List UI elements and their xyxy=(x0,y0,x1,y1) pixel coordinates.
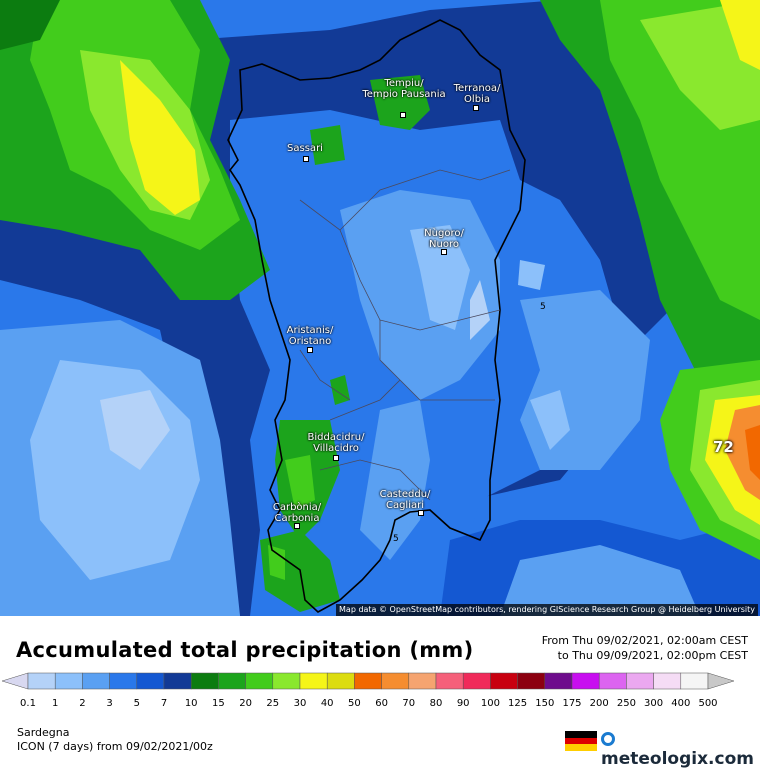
city-marker xyxy=(303,156,309,162)
german-flag-icon xyxy=(565,731,597,751)
colorbar-swatch xyxy=(435,672,464,690)
colorbar-swatch xyxy=(326,672,355,690)
colorbar-tick-label: 0.1 xyxy=(20,698,36,709)
brand-logo[interactable]: meteologix.com xyxy=(601,729,760,769)
city-label-sassari: Sassari xyxy=(287,143,323,154)
city-label-tempio: Tempiu/Tempio Pausania xyxy=(362,78,446,100)
colorbar-swatch xyxy=(571,672,600,690)
colorbar-tick-label: 150 xyxy=(535,698,555,709)
city-marker xyxy=(333,455,339,461)
city-marker xyxy=(400,112,406,118)
max-value-label: 72 xyxy=(713,438,734,456)
colorbar-swatch xyxy=(109,672,138,690)
colorbar-tick-label: 40 xyxy=(320,698,334,709)
colorbar-tick-label: 300 xyxy=(644,698,664,709)
colorbar-tick-label: 250 xyxy=(616,698,636,709)
precipitation-field xyxy=(0,0,760,616)
colorbar-swatch xyxy=(408,672,437,690)
map-attribution: Map data © OpenStreetMap contributors, r… xyxy=(336,604,758,616)
colorbar-swatch xyxy=(381,672,410,690)
colorbar-swatch xyxy=(272,672,301,690)
colorbar-swatch xyxy=(299,672,328,690)
colorbar-swatch xyxy=(490,672,518,690)
colorbar-tick-label: 200 xyxy=(589,698,609,709)
colorbar-swatch xyxy=(544,672,573,690)
city-label-cagliari: Casteddu/Cagliari xyxy=(379,489,431,511)
legend-panel: Accumulated total precipitation (mm) Fro… xyxy=(0,616,760,769)
city-label-olbia: Terranoa/Olbia xyxy=(453,83,501,105)
colorbar-tick-label: 175 xyxy=(562,698,582,709)
colorbar-tick-label: 25 xyxy=(266,698,280,709)
colorbar-swatch xyxy=(190,672,219,690)
colorbar-tick-label: 10 xyxy=(184,698,198,709)
precipitation-map: Tempiu/Tempio Pausania Terranoa/Olbia Sa… xyxy=(0,0,760,616)
colorbar-arrow-right xyxy=(707,672,735,690)
colorbar-tick-label: 125 xyxy=(508,698,528,709)
period-from: From Thu 09/02/2021, 02:00am CEST xyxy=(541,634,748,647)
colorbar-tick-label: 15 xyxy=(212,698,225,709)
colorbar-tick-label: 3 xyxy=(106,698,113,709)
colorbar-swatch xyxy=(245,672,274,690)
city-label-oristano: Aristanis/Oristano xyxy=(286,325,334,347)
colorbar-tick-label: 100 xyxy=(480,698,500,709)
colorbar-swatch xyxy=(54,672,83,690)
city-marker xyxy=(418,510,424,516)
colorbar-swatch xyxy=(626,672,654,690)
region-name: Sardegna xyxy=(17,726,70,739)
period-to: to Thu 09/09/2021, 02:00pm CEST xyxy=(557,649,748,662)
colorbar-arrow-left xyxy=(1,672,29,690)
colorbar-swatch xyxy=(598,672,627,690)
colorbar-tick-label: 60 xyxy=(375,698,388,709)
colorbar-tick-label: 500 xyxy=(698,698,718,709)
model-info: ICON (7 days) from 09/02/2021/00z xyxy=(17,740,213,753)
colorbar-swatch xyxy=(653,672,682,690)
legend-title: Accumulated total precipitation (mm) xyxy=(16,638,474,662)
contour-label: 5 xyxy=(393,534,399,544)
city-marker xyxy=(307,347,313,353)
city-label-nuoro: Nùgoro/Nuoro xyxy=(424,228,464,250)
brand-logo-icon xyxy=(601,732,615,746)
brand-name: meteologix.com xyxy=(601,749,754,769)
contour-label: 5 xyxy=(540,302,546,312)
colorbar-swatch xyxy=(136,672,165,690)
colorbar-tick-label: 80 xyxy=(429,698,443,709)
colorbar-tick-label: 1 xyxy=(52,698,59,709)
city-label-carbonia: Carbònia/Carbonia xyxy=(272,502,322,524)
city-label-villacidro: Biddacidru/Villacidro xyxy=(307,432,365,454)
colorbar-swatch xyxy=(680,672,709,690)
colorbar-swatch xyxy=(354,672,382,690)
colorbar-swatch xyxy=(218,672,246,690)
colorbar-swatch xyxy=(517,672,546,690)
city-marker xyxy=(473,105,479,111)
colorbar-tick-label: 70 xyxy=(402,698,416,709)
city-marker xyxy=(294,523,300,529)
colorbar-tick-label: 50 xyxy=(348,698,361,709)
colorbar-tick-label: 400 xyxy=(671,698,691,709)
colorbar-tick-label: 7 xyxy=(160,698,168,709)
colorbar-swatch xyxy=(27,672,56,690)
colorbar-swatch xyxy=(462,672,491,690)
colorbar-tick-label: 20 xyxy=(239,698,252,709)
colorbar-tick-label: 30 xyxy=(293,698,307,709)
colorbar-tick-label: 90 xyxy=(456,698,470,709)
city-marker xyxy=(441,249,447,255)
colorbar-swatch xyxy=(82,672,110,690)
colorbar-swatch xyxy=(163,672,192,690)
colorbar-tick-label: 5 xyxy=(133,698,140,709)
color-scale-bar xyxy=(1,672,735,690)
colorbar-tick-label: 2 xyxy=(79,698,86,709)
